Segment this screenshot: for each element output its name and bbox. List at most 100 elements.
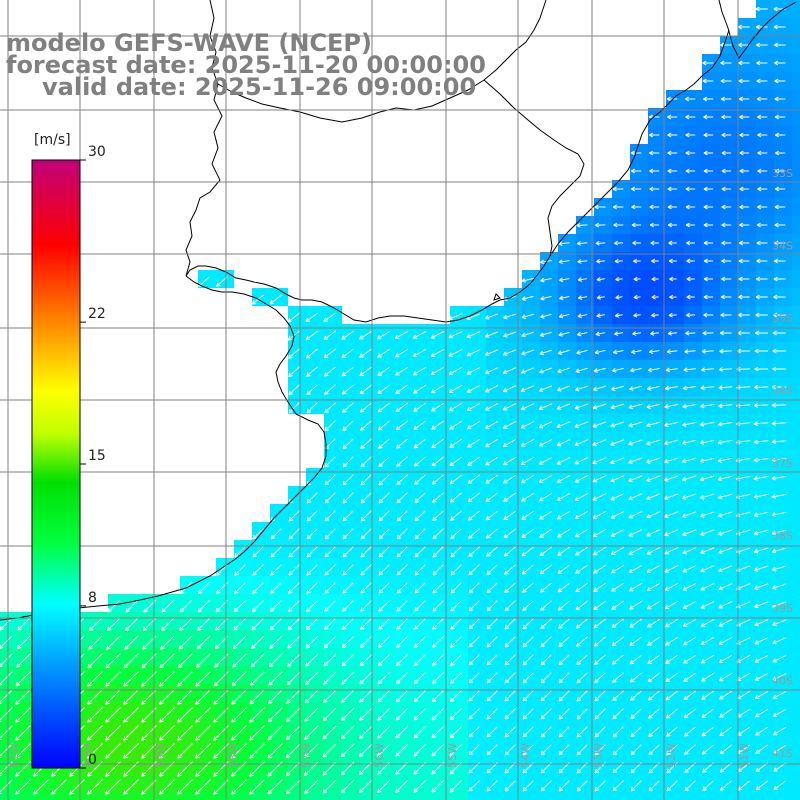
- wind-arrow: [195, 725, 211, 741]
- wind-arrow: [285, 725, 301, 741]
- wind-arrow: [594, 672, 606, 684]
- wind-arrow: [771, 511, 787, 517]
- wind-arrow: [558, 726, 570, 738]
- wind-arrow: [753, 439, 769, 445]
- wind-arrow: [718, 619, 733, 627]
- wind-arrow: [341, 366, 354, 377]
- wind-arrow: [413, 743, 427, 757]
- wind-arrow: [668, 258, 677, 264]
- wind-arrow: [682, 547, 697, 555]
- wind-arrow: [395, 366, 409, 376]
- wind-arrow: [123, 671, 139, 687]
- wind-arrow: [633, 276, 641, 282]
- wind-arrow: [324, 528, 336, 540]
- wind-arrow: [177, 671, 193, 687]
- speed-cell: [774, 792, 792, 800]
- wind-arrow: [719, 690, 733, 700]
- wind-arrow: [520, 456, 535, 466]
- wind-arrow: [323, 348, 336, 359]
- wind-arrow: [649, 204, 660, 210]
- wind-arrow: [753, 403, 769, 408]
- wind-arrow: [663, 457, 679, 464]
- wind-arrow: [613, 222, 624, 228]
- wind-arrow: [413, 672, 426, 685]
- wind-arrow: [521, 510, 535, 520]
- wind-arrow: [756, 258, 768, 264]
- wind-arrow: [594, 204, 606, 210]
- wind-arrow: [432, 564, 444, 576]
- wind-arrow: [703, 294, 714, 300]
- wind-arrow: [396, 456, 408, 467]
- wind-arrow: [629, 600, 643, 610]
- wind-arrow: [771, 421, 787, 426]
- speed-cell: [792, 162, 800, 180]
- wind-arrow: [772, 366, 787, 372]
- longitude-label: 60W: [81, 743, 94, 768]
- wind-arrow: [665, 636, 679, 646]
- wind-arrow: [629, 385, 642, 391]
- wind-arrow: [288, 366, 300, 378]
- wind-arrow: [718, 565, 733, 573]
- wind-arrow: [502, 421, 517, 429]
- wind-arrow: [755, 24, 768, 30]
- wind-arrow: [342, 492, 354, 504]
- wind-arrow: [304, 725, 319, 740]
- wind-arrow: [699, 457, 715, 464]
- wind-arrow: [522, 636, 534, 648]
- wind-arrow: [683, 726, 696, 737]
- wind-arrow: [177, 689, 193, 705]
- wind-arrow: [556, 439, 571, 447]
- wind-arrow: [540, 618, 552, 630]
- wind-arrow: [699, 439, 715, 445]
- wind-arrow: [664, 493, 679, 500]
- wind-arrow: [521, 277, 534, 283]
- wind-arrow: [432, 618, 444, 630]
- wind-arrow: [667, 114, 678, 120]
- wind-arrow: [287, 312, 300, 323]
- wind-arrow: [576, 349, 588, 355]
- wind-arrow: [649, 222, 660, 228]
- wind-arrow: [485, 510, 498, 521]
- wind-arrow: [412, 366, 427, 376]
- wind-arrow: [738, 276, 750, 282]
- wind-arrow: [757, 114, 768, 120]
- wind-arrow: [395, 438, 408, 449]
- wind-arrow: [431, 402, 445, 412]
- wind-arrow: [540, 672, 552, 684]
- wind-arrow: [360, 564, 372, 576]
- wind-arrow: [0, 743, 13, 759]
- wind-arrow: [432, 600, 444, 612]
- speed-cell: [594, 792, 612, 800]
- wind-arrow: [700, 565, 715, 573]
- wind-arrow: [414, 492, 426, 504]
- speed-cell: [720, 792, 738, 800]
- wind-arrow: [664, 385, 679, 391]
- valid-date: valid date: 2025-11-26 09:00:00: [42, 73, 477, 101]
- wind-arrow: [360, 438, 372, 450]
- wind-arrow: [125, 599, 139, 613]
- wind-arrow: [396, 510, 408, 522]
- wind-arrow: [159, 725, 175, 741]
- wind-arrow: [664, 421, 679, 428]
- wind-arrow: [647, 672, 660, 683]
- wind-arrow: [486, 582, 498, 594]
- wind-arrow: [739, 186, 750, 192]
- wind-arrow: [270, 564, 282, 576]
- wind-arrow: [683, 367, 696, 373]
- speed-cell: [792, 90, 800, 108]
- wind-arrow: [703, 132, 714, 138]
- wind-arrow: [287, 600, 300, 613]
- wind-arrow: [576, 222, 588, 228]
- wind-arrow: [648, 708, 660, 719]
- wind-arrow: [449, 438, 463, 448]
- wind-arrow: [106, 617, 121, 632]
- speed-cell: [396, 792, 414, 800]
- wind-arrow: [738, 78, 750, 84]
- wind-arrow: [377, 636, 390, 649]
- wind-arrow: [540, 744, 552, 756]
- wind-arrow: [0, 635, 13, 649]
- wind-arrow: [88, 635, 103, 650]
- wind-arrow: [540, 259, 552, 265]
- wind-arrow: [610, 421, 625, 428]
- wind-arrow: [721, 222, 732, 228]
